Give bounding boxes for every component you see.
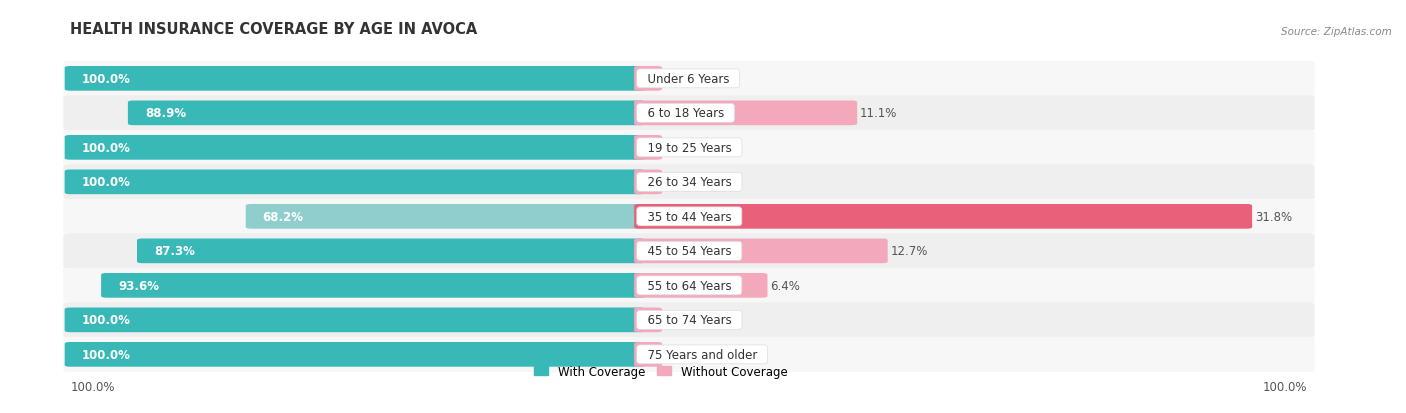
FancyBboxPatch shape xyxy=(63,234,1315,269)
FancyBboxPatch shape xyxy=(63,199,1315,235)
Text: 100.0%: 100.0% xyxy=(82,348,131,361)
Text: 6.4%: 6.4% xyxy=(770,279,800,292)
FancyBboxPatch shape xyxy=(634,101,858,126)
FancyBboxPatch shape xyxy=(63,165,1315,200)
Text: 75 Years and older: 75 Years and older xyxy=(640,348,765,361)
FancyBboxPatch shape xyxy=(128,101,645,126)
FancyBboxPatch shape xyxy=(634,170,662,195)
Text: 26 to 34 Years: 26 to 34 Years xyxy=(640,176,740,189)
Text: 100.0%: 100.0% xyxy=(82,142,131,154)
FancyBboxPatch shape xyxy=(634,308,662,332)
FancyBboxPatch shape xyxy=(634,67,662,92)
Text: 88.9%: 88.9% xyxy=(145,107,186,120)
FancyBboxPatch shape xyxy=(65,170,645,195)
Text: 0.0%: 0.0% xyxy=(665,142,695,154)
FancyBboxPatch shape xyxy=(101,273,645,298)
FancyBboxPatch shape xyxy=(634,239,887,263)
FancyBboxPatch shape xyxy=(65,136,645,160)
Text: 45 to 54 Years: 45 to 54 Years xyxy=(640,245,740,258)
Text: 100.0%: 100.0% xyxy=(1263,380,1308,393)
Text: 100.0%: 100.0% xyxy=(82,73,131,85)
Text: 12.7%: 12.7% xyxy=(890,245,928,258)
FancyBboxPatch shape xyxy=(634,204,1253,229)
FancyBboxPatch shape xyxy=(246,204,645,229)
FancyBboxPatch shape xyxy=(63,268,1315,303)
Text: 100.0%: 100.0% xyxy=(82,176,131,189)
Text: 31.8%: 31.8% xyxy=(1256,210,1292,223)
FancyBboxPatch shape xyxy=(63,302,1315,337)
Text: HEALTH INSURANCE COVERAGE BY AGE IN AVOCA: HEALTH INSURANCE COVERAGE BY AGE IN AVOC… xyxy=(70,22,478,37)
FancyBboxPatch shape xyxy=(136,239,645,263)
Text: 11.1%: 11.1% xyxy=(860,107,897,120)
Text: 6 to 18 Years: 6 to 18 Years xyxy=(640,107,731,120)
Text: 87.3%: 87.3% xyxy=(153,245,195,258)
FancyBboxPatch shape xyxy=(634,273,768,298)
Text: 100.0%: 100.0% xyxy=(70,380,115,393)
FancyBboxPatch shape xyxy=(63,96,1315,131)
FancyBboxPatch shape xyxy=(634,136,662,160)
Text: 55 to 64 Years: 55 to 64 Years xyxy=(640,279,740,292)
Text: 19 to 25 Years: 19 to 25 Years xyxy=(640,142,740,154)
FancyBboxPatch shape xyxy=(65,67,645,92)
Text: 0.0%: 0.0% xyxy=(665,313,695,327)
Legend: With Coverage, Without Coverage: With Coverage, Without Coverage xyxy=(530,360,792,382)
Text: 35 to 44 Years: 35 to 44 Years xyxy=(640,210,740,223)
FancyBboxPatch shape xyxy=(634,342,662,367)
FancyBboxPatch shape xyxy=(63,131,1315,166)
FancyBboxPatch shape xyxy=(63,62,1315,97)
FancyBboxPatch shape xyxy=(65,308,645,332)
Text: Source: ZipAtlas.com: Source: ZipAtlas.com xyxy=(1281,27,1392,37)
Text: 65 to 74 Years: 65 to 74 Years xyxy=(640,313,740,327)
Text: 68.2%: 68.2% xyxy=(263,210,304,223)
FancyBboxPatch shape xyxy=(63,337,1315,372)
FancyBboxPatch shape xyxy=(65,342,645,367)
Text: 93.6%: 93.6% xyxy=(118,279,159,292)
Text: 100.0%: 100.0% xyxy=(82,313,131,327)
Text: 0.0%: 0.0% xyxy=(665,348,695,361)
Text: Under 6 Years: Under 6 Years xyxy=(640,73,737,85)
Text: 0.0%: 0.0% xyxy=(665,73,695,85)
Text: 0.0%: 0.0% xyxy=(665,176,695,189)
